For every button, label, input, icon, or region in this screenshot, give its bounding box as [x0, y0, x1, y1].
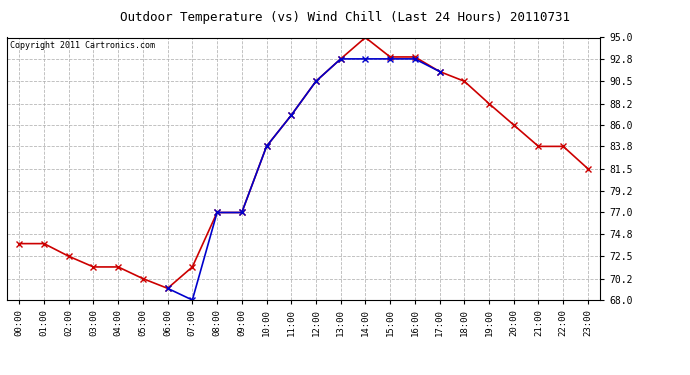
Text: Copyright 2011 Cartronics.com: Copyright 2011 Cartronics.com — [10, 42, 155, 51]
Text: Outdoor Temperature (vs) Wind Chill (Last 24 Hours) 20110731: Outdoor Temperature (vs) Wind Chill (Las… — [120, 11, 570, 24]
